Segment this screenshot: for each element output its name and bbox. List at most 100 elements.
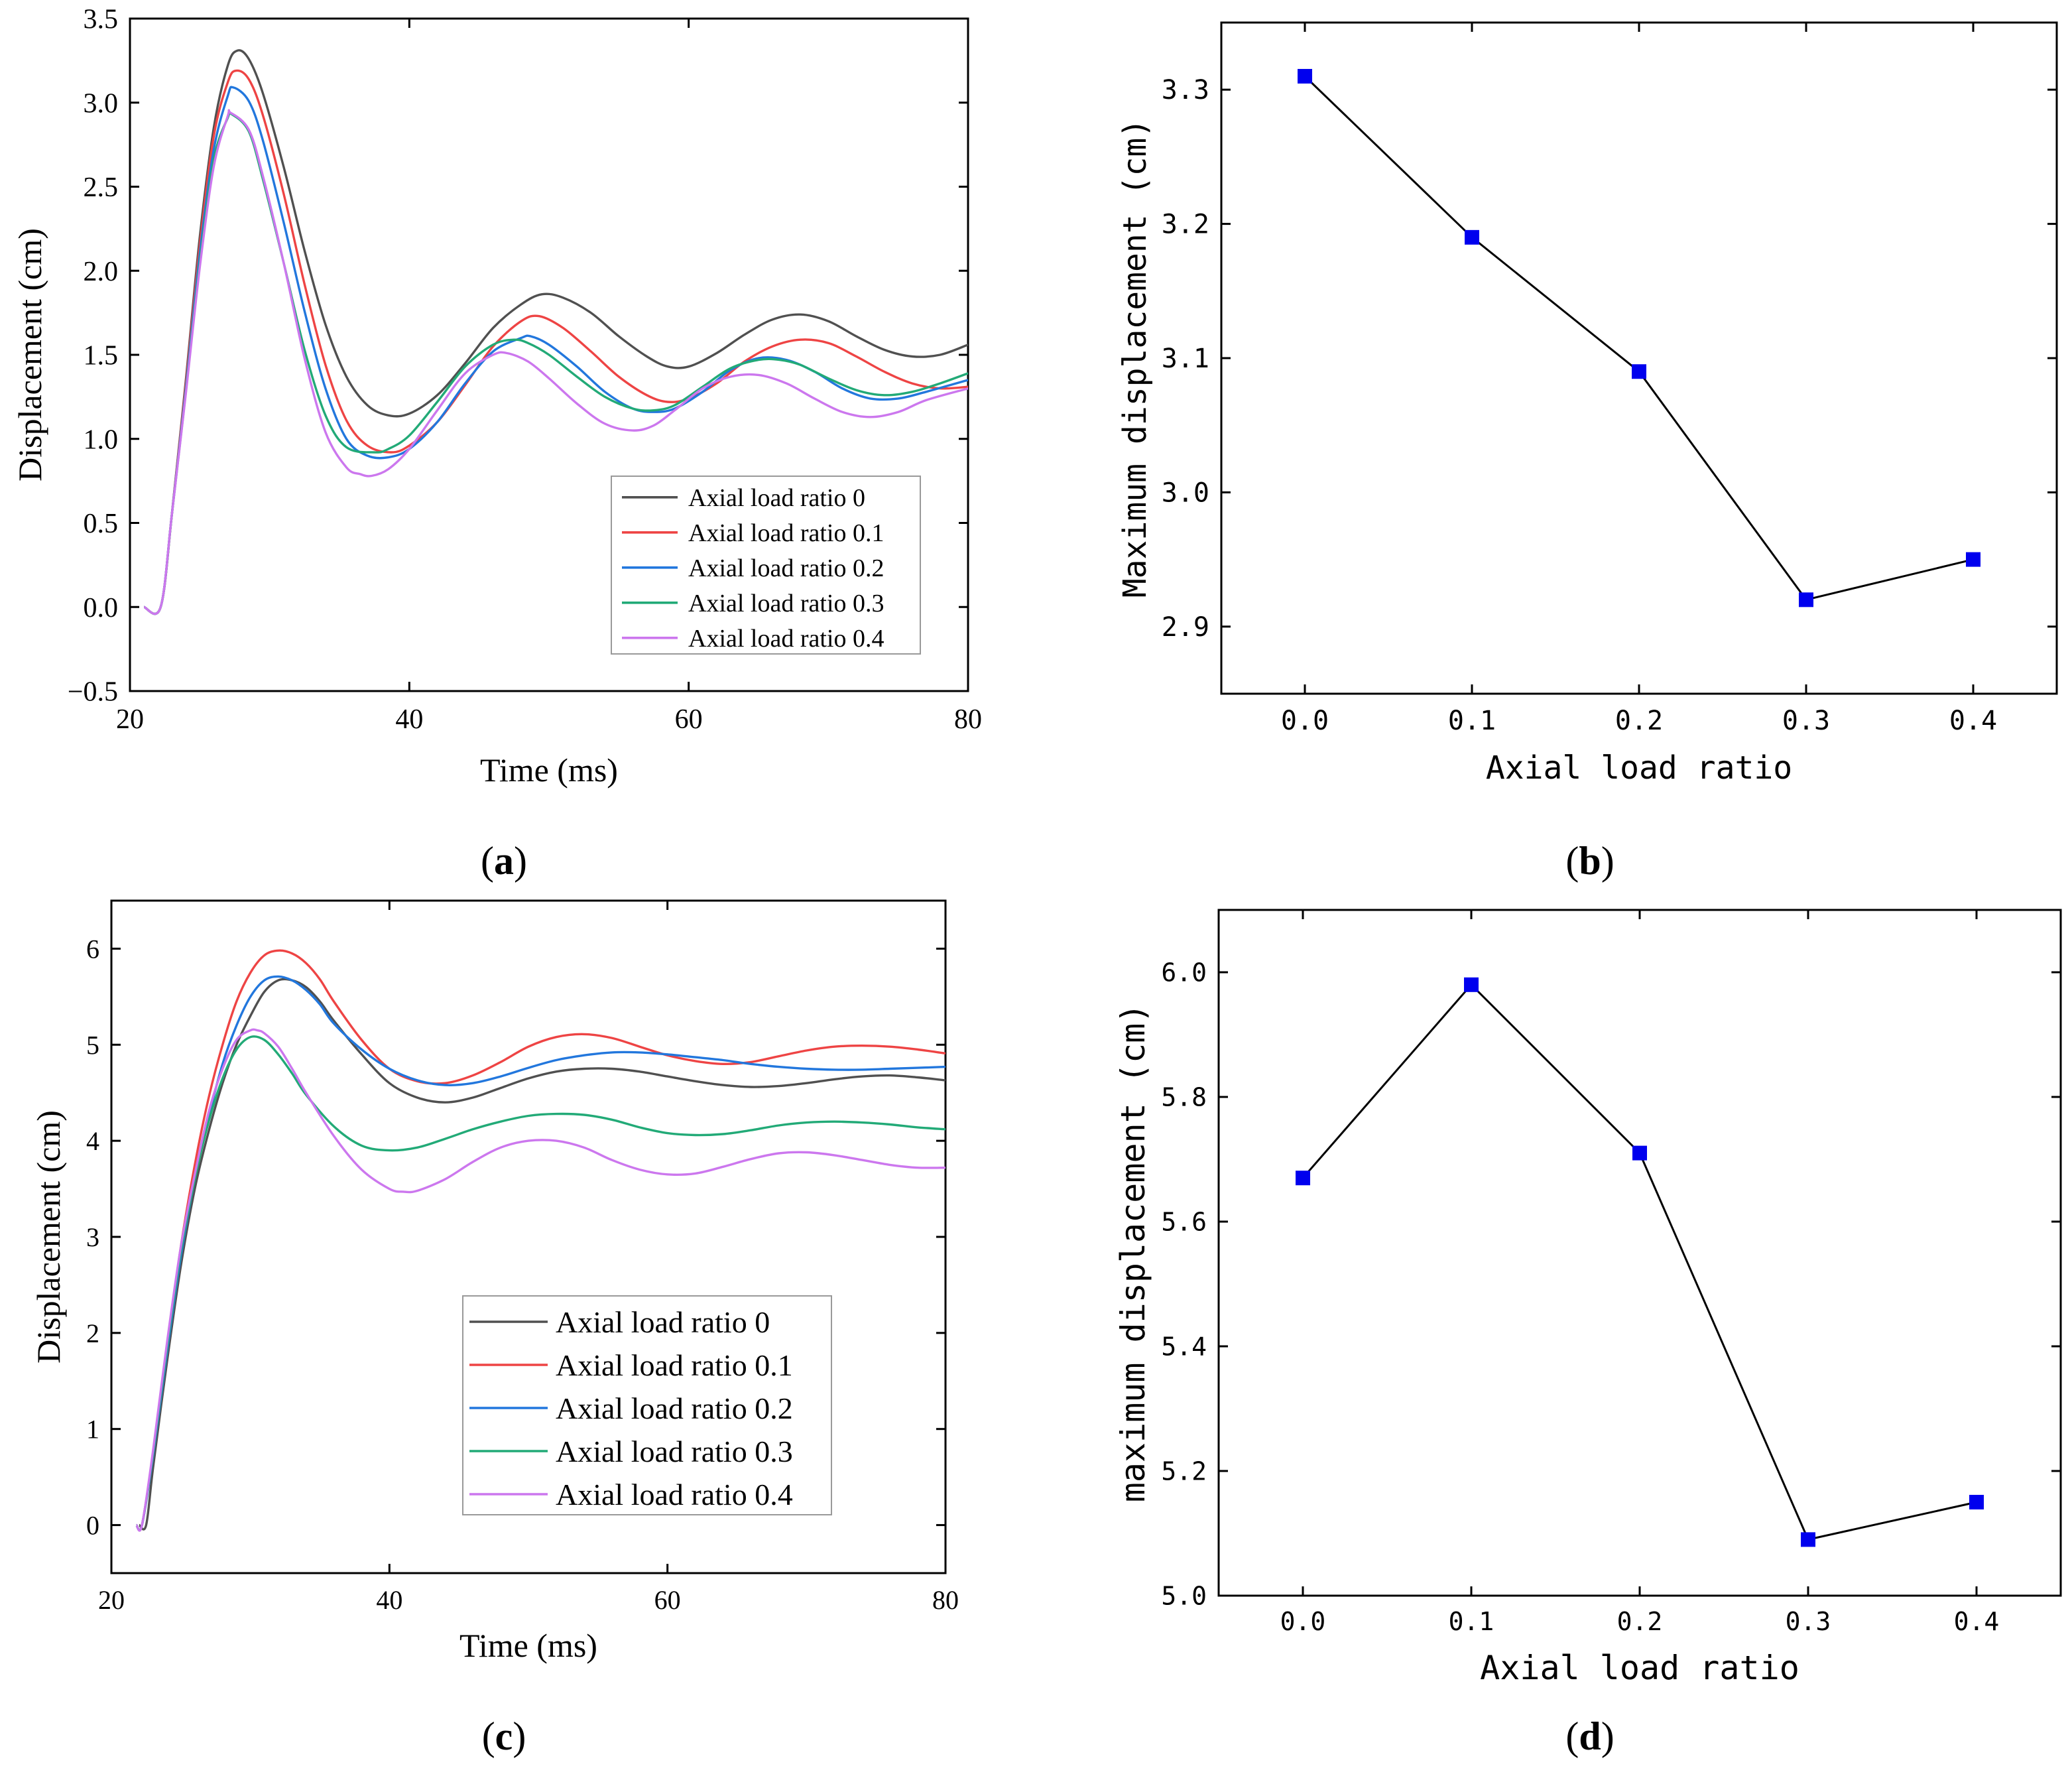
- x-tick-label: 0.0: [1281, 706, 1329, 736]
- x-tick-label: 40: [395, 704, 423, 735]
- y-tick-label: 1: [86, 1415, 99, 1444]
- x-tick-label: 80: [932, 1585, 959, 1615]
- y-tick-label: 6.0: [1161, 958, 1207, 987]
- y-tick-label: 2.5: [84, 172, 119, 203]
- y-tick-label: 5.6: [1161, 1207, 1207, 1236]
- y-tick-label: 1.0: [84, 424, 119, 455]
- y-tick-label: 3.2: [1162, 210, 1209, 240]
- y-tick-label: 3.3: [1162, 75, 1209, 105]
- caption-open-paren: (: [481, 839, 494, 883]
- data-point-marker: [1464, 977, 1479, 992]
- plot-frame: [1217, 909, 2062, 1597]
- x-axis-label: Time (ms): [480, 751, 618, 789]
- x-axis-label: Axial load ratio: [1480, 1649, 1799, 1687]
- x-tick-label: 0.1: [1448, 706, 1496, 736]
- panel-caption: (b): [1565, 839, 1614, 883]
- legend: Axial load ratio 0 Axial load ratio 0.1 Ax…: [462, 1295, 832, 1515]
- legend-entry: Axial load ratio 0.1: [556, 1348, 793, 1382]
- caption-open-paren: (: [1565, 1714, 1579, 1758]
- legend-box: [611, 476, 921, 655]
- caption-close-paren: ): [1601, 839, 1615, 883]
- caption-letter: c: [495, 1714, 513, 1758]
- series-line-4: [143, 109, 968, 615]
- caption-letter: b: [1579, 839, 1601, 883]
- y-tick-label: 3.1: [1162, 344, 1209, 374]
- caption-letter: a: [494, 839, 514, 883]
- data-layer: [1302, 983, 1977, 1541]
- series-line: [1302, 983, 1977, 1541]
- series-line: [1304, 75, 1974, 601]
- y-axis-label: Displacement (cm): [30, 1110, 67, 1364]
- data-point-marker: [1296, 1171, 1310, 1186]
- caption-letter: d: [1579, 1714, 1601, 1758]
- chart-panel-c: 20 40 60 80 0 1 2 3 4 5 6 Time (ms) Displacement (cm…: [30, 899, 959, 1758]
- caption-open-paren: (: [1565, 839, 1579, 883]
- series-line-2: [143, 86, 968, 615]
- y-tick-label: 0.5: [84, 509, 119, 539]
- chart-panel-a: 20 40 60 80 −0.5 0.0 0.5 1.0 1.5 2.0 2.5 3.0 3.5 Time…: [11, 5, 982, 883]
- data-point-marker: [1801, 1532, 1815, 1547]
- legend: Axial load ratio 0 Axial load ratio 0.1 Ax…: [611, 476, 921, 655]
- panel-caption: (a): [481, 839, 527, 883]
- x-tick-label: 60: [675, 704, 703, 735]
- legend-entry: Axial load ratio 0: [556, 1305, 770, 1339]
- y-tick-label: 3.0: [84, 88, 119, 119]
- data-point-marker: [1969, 1495, 1984, 1509]
- y-tick-label: 6: [86, 934, 99, 964]
- y-tick-label: 1.5: [84, 341, 119, 371]
- data-layer: [135, 949, 945, 1532]
- legend-entry: Axial load ratio 0.4: [688, 625, 884, 653]
- x-tick-label: 80: [954, 704, 982, 735]
- x-tick-label: 0.0: [1280, 1607, 1326, 1636]
- x-tick-label: 20: [116, 704, 144, 735]
- y-tick-label: 5.8: [1161, 1082, 1207, 1112]
- x-tick-label: 60: [654, 1585, 681, 1615]
- series-line-0: [143, 49, 968, 615]
- y-tick-label: 0.0: [84, 593, 119, 623]
- y-tick-label: −0.5: [68, 677, 118, 708]
- x-tick-label: 40: [376, 1585, 402, 1615]
- x-axis-label: Axial load ratio: [1486, 749, 1792, 787]
- series-line-0: [138, 978, 945, 1531]
- data-point-marker: [1966, 552, 1981, 567]
- x-tick-label: 0.4: [1949, 706, 1997, 736]
- x-tick-label: 0.2: [1617, 1607, 1663, 1636]
- legend-entry: Axial load ratio 0.1: [688, 519, 884, 547]
- caption-close-paren: ): [1601, 1714, 1615, 1758]
- y-axis-label: Maximum displacement (cm): [1117, 119, 1154, 598]
- caption-open-paren: (: [482, 1714, 495, 1758]
- y-axis-label: maximum displacement (cm): [1114, 1003, 1152, 1503]
- caption-close-paren: ): [513, 1714, 526, 1758]
- y-tick-label: 5: [86, 1030, 99, 1060]
- x-tick-label: 0.3: [1782, 706, 1830, 736]
- legend-entry: Axial load ratio 0.3: [688, 590, 884, 617]
- x-axis-label: Time (ms): [459, 1627, 597, 1664]
- data-point-marker: [1799, 592, 1813, 607]
- x-tick-label: 0.4: [1954, 1607, 2000, 1636]
- legend-entry: Axial load ratio 0: [688, 484, 865, 512]
- data-point-marker: [1632, 1145, 1647, 1161]
- series-line-3: [143, 111, 968, 615]
- data-point-marker: [1632, 364, 1646, 379]
- legend-box: [462, 1295, 832, 1515]
- chart-panel-d: 0.0 0.1 0.2 0.3 0.4 5.0 5.2 5.4 5.6 5.8 6.0 Axial l…: [1114, 909, 2062, 1758]
- x-tick-label: 0.2: [1615, 706, 1663, 736]
- y-tick-label: 5.4: [1161, 1332, 1207, 1361]
- x-tick-label: 0.1: [1449, 1607, 1494, 1636]
- y-tick-label: 3: [86, 1222, 99, 1252]
- chart-panel-b: 0.0 0.1 0.2 0.3 0.4 2.9 3.0 3.1 3.2 3.3 Axial load…: [1117, 21, 2058, 883]
- data-point-marker: [1465, 229, 1479, 245]
- x-tick-label: 20: [98, 1585, 125, 1615]
- y-tick-label: 5.0: [1161, 1581, 1207, 1610]
- panel-caption: (c): [482, 1714, 526, 1758]
- data-layer: [1304, 75, 1974, 601]
- legend-entry: Axial load ratio 0.2: [556, 1391, 793, 1425]
- x-tick-label: 0.3: [1786, 1607, 1831, 1636]
- data-layer: [143, 49, 968, 615]
- y-axis-label: Displacement (cm): [11, 228, 48, 481]
- legend-entry: Axial load ratio 0.3: [556, 1435, 793, 1468]
- y-tick-label: 3.0: [1162, 478, 1209, 508]
- y-tick-label: 2.9: [1162, 612, 1209, 643]
- y-tick-label: 2: [86, 1318, 99, 1348]
